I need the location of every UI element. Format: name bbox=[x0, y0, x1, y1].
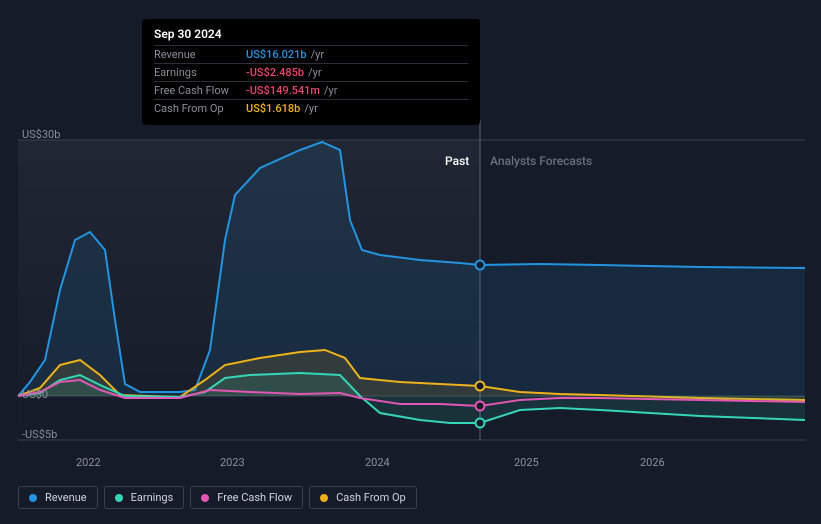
y-axis-label: US$30b bbox=[22, 128, 60, 141]
legend-dot bbox=[29, 494, 37, 502]
legend: Revenue Earnings Free Cash Flow Cash From O… bbox=[18, 486, 417, 509]
tooltip-metric-value: -US$149.541m bbox=[246, 84, 320, 97]
tooltip-date: Sep 30 2024 bbox=[154, 27, 468, 45]
legend-item-free-cash-flow[interactable]: Free Cash Flow bbox=[190, 486, 303, 509]
tooltip-metric-label: Earnings bbox=[154, 66, 246, 79]
legend-item-earnings[interactable]: Earnings bbox=[104, 486, 185, 509]
tooltip-metric-label: Free Cash Flow bbox=[154, 84, 246, 97]
tooltip-row: Earnings-US$2.485b/yr bbox=[154, 63, 468, 81]
legend-label: Cash From Op bbox=[336, 491, 406, 504]
tooltip-row: Free Cash Flow-US$149.541m/yr bbox=[154, 81, 468, 99]
x-axis-label: 2026 bbox=[640, 456, 665, 469]
revenue-marker bbox=[476, 261, 485, 270]
forecast-section-label: Analysts Forecasts bbox=[490, 154, 592, 168]
chart-svg bbox=[0, 120, 821, 480]
legend-item-cash-from-op[interactable]: Cash From Op bbox=[309, 486, 417, 509]
fcf-marker bbox=[476, 402, 485, 411]
past-section-label: Past bbox=[445, 154, 469, 168]
legend-item-revenue[interactable]: Revenue bbox=[18, 486, 98, 509]
x-axis-label: 2025 bbox=[514, 456, 539, 469]
legend-label: Free Cash Flow bbox=[217, 491, 292, 504]
earnings-marker bbox=[476, 419, 485, 428]
tooltip-metric-unit: /yr bbox=[324, 84, 337, 97]
tooltip-metric-value: US$16.021b bbox=[246, 48, 307, 61]
x-axis-label: 2023 bbox=[220, 456, 245, 469]
tooltip-metric-value: -US$2.485b bbox=[246, 66, 304, 79]
tooltip-row: Cash From OpUS$1.618b/yr bbox=[154, 99, 468, 117]
cfo-marker bbox=[476, 382, 485, 391]
chart-area: US$30bUS$0-US$5b 20222023202420252026 Pa… bbox=[0, 120, 821, 460]
tooltip-metric-unit: /yr bbox=[311, 48, 324, 61]
legend-label: Earnings bbox=[131, 491, 174, 504]
legend-dot bbox=[320, 494, 328, 502]
tooltip-metric-value: US$1.618b bbox=[246, 102, 300, 115]
tooltip-metric-label: Cash From Op bbox=[154, 102, 246, 115]
legend-dot bbox=[115, 494, 123, 502]
y-axis-label: -US$5b bbox=[22, 428, 57, 441]
tooltip-row: RevenueUS$16.021b/yr bbox=[154, 45, 468, 63]
tooltip-metric-unit: /yr bbox=[308, 66, 321, 79]
y-axis-label: US$0 bbox=[22, 388, 48, 401]
legend-dot bbox=[201, 494, 209, 502]
tooltip-box: Sep 30 2024 RevenueUS$16.021b/yrEarnings… bbox=[142, 19, 480, 125]
tooltip-metric-label: Revenue bbox=[154, 48, 246, 61]
tooltip-metric-unit: /yr bbox=[304, 102, 317, 115]
legend-label: Revenue bbox=[45, 491, 87, 504]
x-axis-label: 2022 bbox=[76, 456, 101, 469]
x-axis-label: 2024 bbox=[365, 456, 390, 469]
